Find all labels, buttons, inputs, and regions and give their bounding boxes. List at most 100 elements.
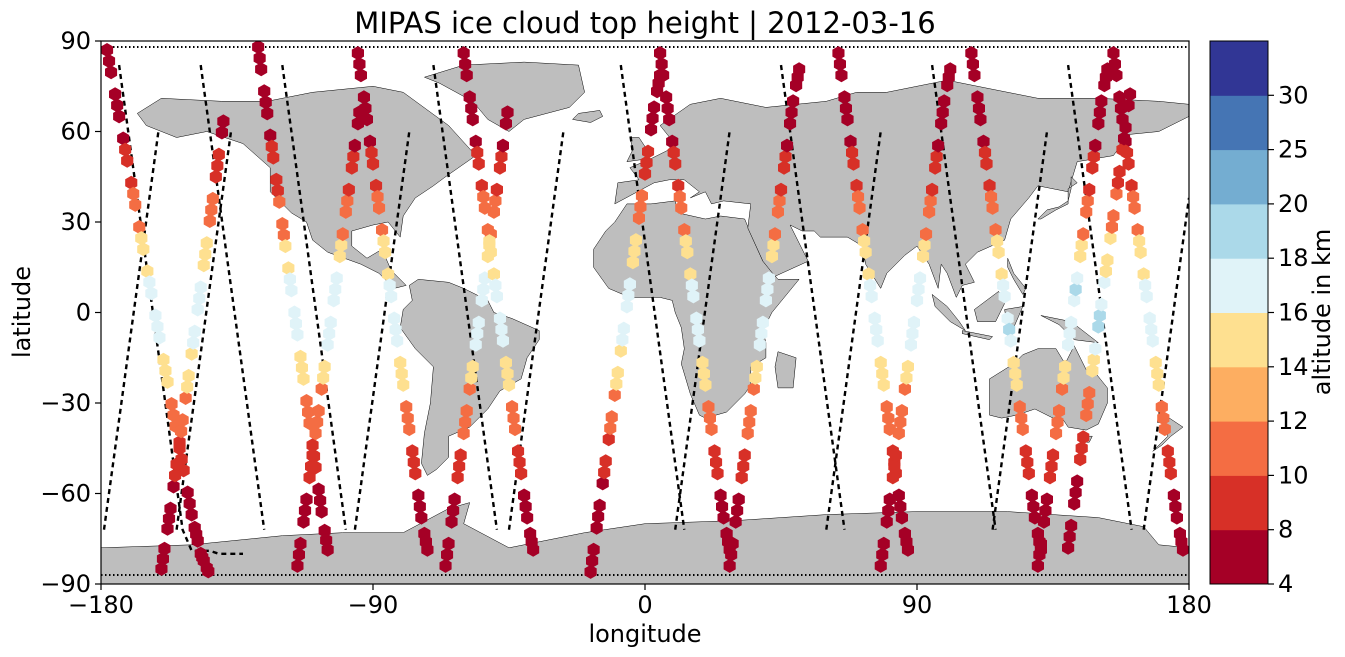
cloud-marker bbox=[401, 411, 414, 426]
cloud-marker bbox=[924, 193, 937, 208]
cloud-marker bbox=[324, 315, 337, 330]
cloud-marker bbox=[1128, 200, 1141, 215]
cloud-marker bbox=[1034, 536, 1047, 551]
cloud-marker bbox=[167, 479, 180, 494]
cloud-marker bbox=[499, 116, 512, 131]
cloud-marker bbox=[965, 46, 978, 61]
cloud-marker bbox=[626, 255, 639, 270]
cloud-marker bbox=[1013, 400, 1026, 414]
cloud-marker bbox=[971, 90, 984, 105]
cloud-marker bbox=[898, 381, 911, 396]
cloud-marker bbox=[165, 397, 178, 411]
cloud-marker bbox=[489, 193, 502, 208]
cloud-marker bbox=[1074, 452, 1087, 467]
cloud-marker bbox=[711, 466, 724, 481]
cloud-marker bbox=[501, 366, 514, 381]
cloud-marker bbox=[169, 468, 182, 483]
cloud-marker bbox=[117, 131, 130, 146]
cloud-marker bbox=[593, 498, 606, 513]
cloud-marker bbox=[158, 541, 171, 556]
cloud-marker bbox=[145, 286, 158, 301]
cloud-marker bbox=[1021, 455, 1034, 470]
cloud-marker bbox=[622, 288, 635, 303]
cloud-marker bbox=[705, 422, 718, 437]
cloud-marker bbox=[1075, 238, 1088, 253]
cloud-marker bbox=[844, 134, 857, 149]
cloud-marker bbox=[173, 435, 186, 450]
cloud-marker bbox=[781, 138, 794, 153]
cloud-marker bbox=[288, 305, 301, 320]
cloud-marker bbox=[1169, 499, 1182, 514]
cloud-marker bbox=[998, 289, 1011, 304]
cloud-marker bbox=[354, 68, 367, 83]
cloud-marker bbox=[590, 520, 603, 535]
cloud-marker bbox=[1071, 474, 1084, 489]
cloud-marker bbox=[253, 51, 266, 66]
cloud-marker bbox=[1010, 377, 1023, 392]
cloud-marker bbox=[765, 249, 778, 264]
cloud-marker bbox=[923, 204, 936, 219]
cloud-marker bbox=[989, 223, 1002, 237]
cloud-marker bbox=[699, 377, 712, 392]
cloud-marker bbox=[203, 214, 216, 228]
cloud-marker bbox=[1095, 297, 1108, 312]
cloud-marker bbox=[587, 542, 600, 557]
cloud-marker bbox=[1027, 499, 1040, 514]
cloud-marker bbox=[133, 220, 146, 234]
cloud-marker bbox=[215, 125, 228, 140]
cloud-marker bbox=[309, 426, 322, 441]
cloud-marker bbox=[892, 426, 905, 441]
cloud-marker bbox=[645, 122, 658, 137]
cloud-marker bbox=[1092, 116, 1105, 131]
cloud-marker bbox=[832, 46, 845, 61]
cloud-marker bbox=[403, 422, 416, 437]
cloud-marker bbox=[646, 111, 659, 126]
cloud-marker bbox=[471, 326, 484, 341]
cloud-marker bbox=[101, 43, 114, 57]
cloud-marker bbox=[1176, 542, 1189, 557]
cloud-marker bbox=[285, 283, 298, 298]
cloud-marker bbox=[127, 186, 140, 201]
cloud-marker bbox=[918, 238, 931, 253]
cloud-marker bbox=[638, 166, 652, 181]
cloud-marker bbox=[1063, 529, 1076, 544]
cloud-marker bbox=[684, 267, 697, 282]
cloud-marker bbox=[876, 366, 889, 381]
cloud-marker bbox=[409, 466, 422, 481]
cloud-marker bbox=[496, 333, 509, 348]
cloud-marker bbox=[113, 109, 126, 124]
cloud-marker bbox=[997, 278, 1010, 293]
cloud-marker bbox=[312, 404, 325, 418]
cloud-marker bbox=[865, 289, 878, 304]
cloud-marker bbox=[1170, 510, 1183, 525]
cloud-marker bbox=[771, 204, 784, 219]
cloud-marker bbox=[327, 293, 340, 308]
y-tick-label: 90 bbox=[60, 27, 91, 55]
cloud-marker bbox=[859, 245, 872, 260]
cloud-marker bbox=[1043, 470, 1056, 485]
cloud-marker bbox=[484, 245, 497, 260]
cloud-marker bbox=[518, 488, 531, 503]
cloud-marker bbox=[640, 155, 653, 170]
cloud-marker bbox=[1167, 488, 1180, 503]
cloud-marker bbox=[306, 438, 319, 453]
cloud-marker bbox=[478, 200, 491, 215]
cloud-marker bbox=[312, 482, 325, 497]
cloud-marker bbox=[321, 542, 334, 557]
cloud-marker bbox=[1065, 315, 1078, 330]
cloud-marker bbox=[1028, 510, 1041, 525]
orbit-track bbox=[117, 64, 243, 555]
cloud-marker bbox=[1016, 422, 1029, 437]
cloud-marker bbox=[930, 149, 943, 164]
cloud-marker bbox=[298, 503, 312, 518]
cloud-marker bbox=[1149, 355, 1162, 370]
cloud-marker bbox=[1081, 193, 1094, 208]
cloud-marker bbox=[874, 355, 887, 370]
cloud-marker bbox=[276, 217, 289, 231]
cloud-marker bbox=[194, 280, 207, 295]
cloud-marker bbox=[679, 234, 692, 249]
cloud-marker bbox=[604, 421, 617, 436]
cloud-marker bbox=[129, 197, 142, 212]
x-tick-label: −90 bbox=[348, 591, 399, 619]
cloud-marker bbox=[929, 160, 942, 175]
